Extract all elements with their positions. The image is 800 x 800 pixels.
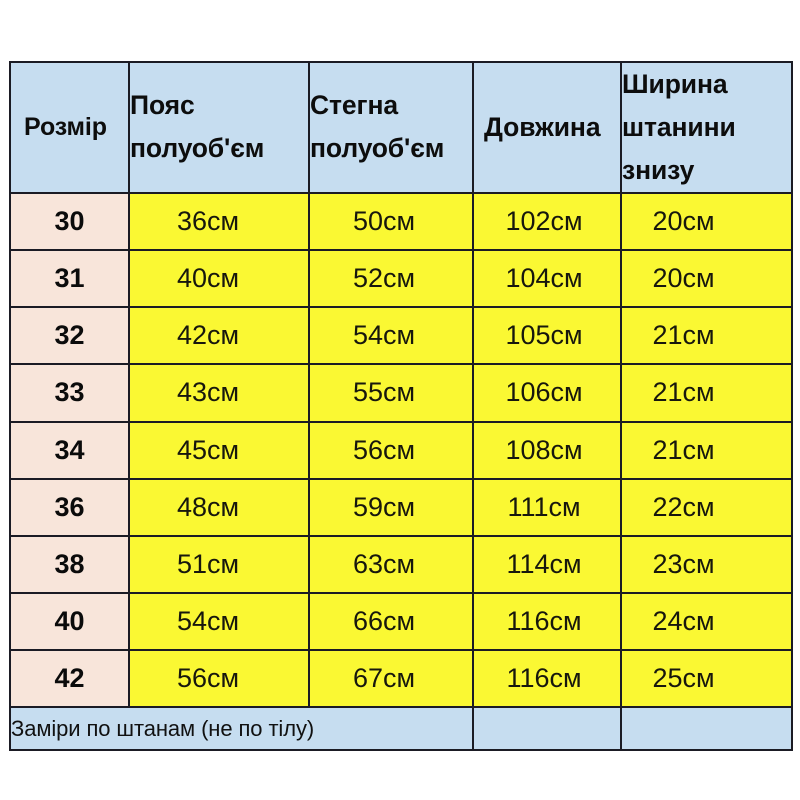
cell-hips: 50см: [308, 191, 474, 251]
cell-size: 32: [9, 306, 130, 366]
cell-length: 102см: [472, 191, 622, 251]
cell-leg-width: 21см: [620, 420, 793, 480]
size-chart-table: Розмір Пояс полуоб'єм Стегна полуоб'єм Д…: [9, 61, 793, 752]
measurement-note: Заміри по штанам (не по тілу): [9, 706, 474, 752]
cell-hips: 54см: [308, 306, 474, 366]
table-row: 38 51см 63см 114см 23см: [9, 534, 793, 595]
cell-leg-width: 20см: [620, 248, 793, 309]
cell-leg-width: 21см: [620, 363, 793, 423]
cell-hips: 56см: [308, 420, 474, 480]
cell-size: 30: [9, 191, 130, 251]
table-row: 40 54см 66см 116см 24см: [9, 592, 793, 652]
cell-size: 34: [9, 420, 130, 480]
table-body: 30 36см 50см 102см 20см 31 40см 52см 104…: [9, 191, 793, 709]
cell-length: 116см: [472, 592, 622, 652]
cell-leg-width: 21см: [620, 306, 793, 366]
table-row: 33 43см 55см 106см 21см: [9, 363, 793, 423]
column-header-length: Довжина: [472, 61, 622, 194]
table-row: 42 56см 67см 116см 25см: [9, 649, 793, 709]
cell-hips: 59см: [308, 477, 474, 537]
cell-waist: 42см: [128, 306, 310, 366]
cell-size: 33: [9, 363, 130, 423]
cell-size: 38: [9, 534, 130, 595]
cell-hips: 67см: [308, 649, 474, 709]
cell-length: 114см: [472, 534, 622, 595]
column-header-hips: Стегна полуоб'єм: [308, 61, 474, 194]
cell-length: 105см: [472, 306, 622, 366]
cell-size: 42: [9, 649, 130, 709]
cell-waist: 48см: [128, 477, 310, 537]
footer-blank-leg-width: [620, 706, 793, 752]
cell-size: 36: [9, 477, 130, 537]
cell-waist: 45см: [128, 420, 310, 480]
cell-hips: 63см: [308, 534, 474, 595]
cell-length: 106см: [472, 363, 622, 423]
cell-leg-width: 20см: [620, 191, 793, 251]
cell-leg-width: 22см: [620, 477, 793, 537]
cell-length: 108см: [472, 420, 622, 480]
column-header-leg-width: Ширина штанини знизу: [620, 61, 793, 194]
cell-leg-width: 24см: [620, 592, 793, 652]
table-row: 31 40см 52см 104см 20см: [9, 248, 793, 309]
table-row: 34 45см 56см 108см 21см: [9, 420, 793, 480]
cell-waist: 56см: [128, 649, 310, 709]
cell-waist: 36см: [128, 191, 310, 251]
header-row: Розмір Пояс полуоб'єм Стегна полуоб'єм Д…: [9, 61, 793, 194]
cell-hips: 52см: [308, 248, 474, 309]
footer-blank-length: [472, 706, 622, 752]
cell-size: 31: [9, 248, 130, 309]
table-footer: Заміри по штанам (не по тілу): [9, 706, 793, 752]
cell-waist: 54см: [128, 592, 310, 652]
cell-length: 111см: [472, 477, 622, 537]
cell-waist: 40см: [128, 248, 310, 309]
table-header: Розмір Пояс полуоб'єм Стегна полуоб'єм Д…: [9, 61, 793, 194]
cell-hips: 66см: [308, 592, 474, 652]
cell-length: 104см: [472, 248, 622, 309]
cell-length: 116см: [472, 649, 622, 709]
table-row: 36 48см 59см 111см 22см: [9, 477, 793, 537]
cell-leg-width: 25см: [620, 649, 793, 709]
table-row: 30 36см 50см 102см 20см: [9, 191, 793, 251]
table-row: 32 42см 54см 105см 21см: [9, 306, 793, 366]
cell-size: 40: [9, 592, 130, 652]
cell-waist: 51см: [128, 534, 310, 595]
column-header-size: Розмір: [9, 61, 130, 194]
cell-leg-width: 23см: [620, 534, 793, 595]
cell-waist: 43см: [128, 363, 310, 423]
footer-row: Заміри по штанам (не по тілу): [9, 706, 793, 752]
column-header-waist: Пояс полуоб'єм: [128, 61, 310, 194]
cell-hips: 55см: [308, 363, 474, 423]
